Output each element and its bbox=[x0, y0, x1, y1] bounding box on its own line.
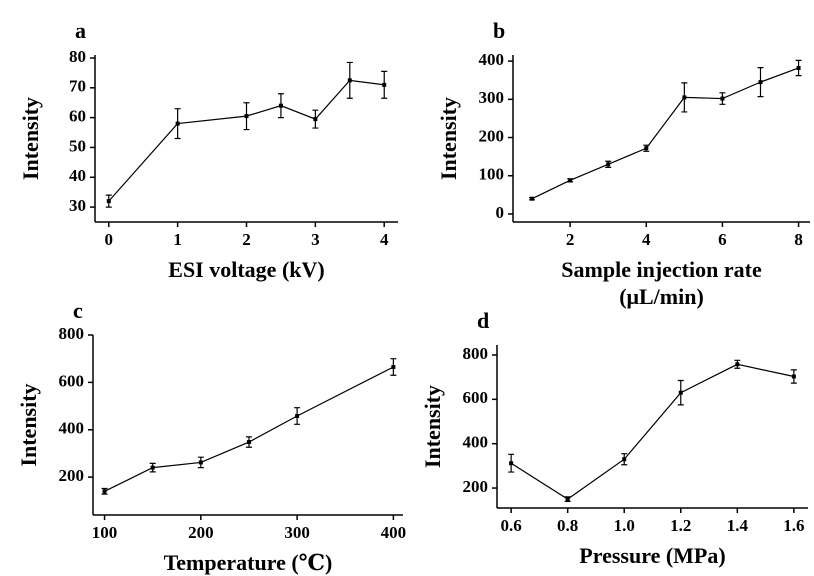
data-point bbox=[382, 82, 387, 87]
x-tick-label: 1.4 bbox=[727, 516, 749, 535]
x-tick-label: 300 bbox=[284, 523, 310, 542]
y-tick-label: 300 bbox=[479, 88, 505, 107]
data-line bbox=[531, 67, 799, 200]
data-point bbox=[720, 96, 725, 101]
x-tick-label: 0.6 bbox=[501, 516, 522, 535]
data-point bbox=[791, 374, 796, 379]
data-point bbox=[509, 461, 514, 466]
y-tick-label: 600 bbox=[463, 388, 489, 407]
data-line bbox=[510, 363, 794, 500]
y-tick-label: 100 bbox=[479, 165, 505, 184]
data-point bbox=[644, 146, 649, 151]
y-tick-label: 800 bbox=[463, 344, 489, 363]
y-axis-label: Intensity bbox=[436, 97, 461, 180]
data-point bbox=[758, 80, 763, 85]
data-point bbox=[678, 390, 683, 395]
x-axis-label: Sample injection rate bbox=[561, 257, 762, 282]
panel-label: b bbox=[493, 18, 505, 43]
data-point bbox=[278, 103, 283, 108]
data-point bbox=[735, 362, 740, 367]
data-line bbox=[104, 366, 394, 492]
x-tick-label: 3 bbox=[311, 230, 320, 249]
x-axis-label: Pressure (MPa) bbox=[579, 543, 725, 568]
y-tick-label: 400 bbox=[463, 433, 489, 452]
x-tick-label: 1.0 bbox=[614, 516, 635, 535]
data-point bbox=[622, 457, 627, 462]
data-point bbox=[530, 196, 535, 201]
x-tick-label: 4 bbox=[380, 230, 389, 249]
data-point bbox=[796, 65, 801, 70]
data-point bbox=[568, 178, 573, 183]
y-tick-label: 30 bbox=[69, 196, 86, 215]
data-point bbox=[313, 117, 318, 122]
y-tick-label: 200 bbox=[463, 477, 489, 496]
x-tick-label: 100 bbox=[92, 523, 118, 542]
data-point bbox=[565, 497, 570, 502]
x-tick-label: 2 bbox=[566, 230, 575, 249]
y-tick-label: 50 bbox=[69, 136, 86, 155]
data-point bbox=[102, 489, 107, 494]
y-axis-label: Intensity bbox=[18, 97, 43, 180]
data-point bbox=[606, 162, 611, 167]
x-tick-label: 1 bbox=[173, 230, 182, 249]
x-axis-label: Temperature (℃) bbox=[164, 550, 333, 575]
panel-label: d bbox=[477, 308, 489, 333]
data-line bbox=[108, 79, 385, 202]
data-point bbox=[246, 440, 251, 445]
x-tick-label: 4 bbox=[642, 230, 651, 249]
y-tick-label: 400 bbox=[479, 50, 505, 69]
y-axis-label: Intensity bbox=[420, 385, 445, 468]
y-tick-label: 400 bbox=[59, 419, 85, 438]
y-tick-label: 600 bbox=[59, 371, 85, 390]
y-axis-label: Intensity bbox=[16, 383, 41, 466]
data-point bbox=[198, 460, 203, 465]
y-tick-label: 40 bbox=[69, 166, 86, 185]
x-tick-label: 0.8 bbox=[557, 516, 578, 535]
data-point bbox=[244, 114, 249, 119]
y-tick-label: 800 bbox=[59, 324, 85, 343]
x-tick-label: 400 bbox=[381, 523, 407, 542]
x-tick-label: 2 bbox=[242, 230, 251, 249]
y-tick-label: 0 bbox=[496, 203, 505, 222]
y-tick-label: 70 bbox=[69, 77, 86, 96]
x-tick-label: 1.6 bbox=[783, 516, 804, 535]
x-tick-label: 0 bbox=[105, 230, 114, 249]
y-tick-label: 80 bbox=[69, 47, 86, 66]
data-point bbox=[175, 121, 180, 126]
data-point bbox=[682, 95, 687, 100]
x-tick-label: 1.2 bbox=[670, 516, 691, 535]
panel-label: c bbox=[73, 298, 83, 323]
data-point bbox=[391, 364, 396, 369]
x-tick-label: 6 bbox=[718, 230, 727, 249]
x-tick-label: 8 bbox=[794, 230, 803, 249]
x-axis-label: (μL/min) bbox=[619, 284, 704, 309]
y-tick-label: 60 bbox=[69, 107, 86, 126]
data-point bbox=[106, 199, 111, 204]
data-point bbox=[347, 78, 352, 83]
y-tick-label: 200 bbox=[59, 466, 85, 485]
data-point bbox=[150, 465, 155, 470]
data-point bbox=[295, 414, 300, 418]
x-axis-label: ESI voltage (kV) bbox=[168, 257, 324, 282]
panel-label: a bbox=[75, 18, 86, 43]
x-tick-label: 200 bbox=[188, 523, 214, 542]
y-tick-label: 200 bbox=[479, 126, 505, 145]
